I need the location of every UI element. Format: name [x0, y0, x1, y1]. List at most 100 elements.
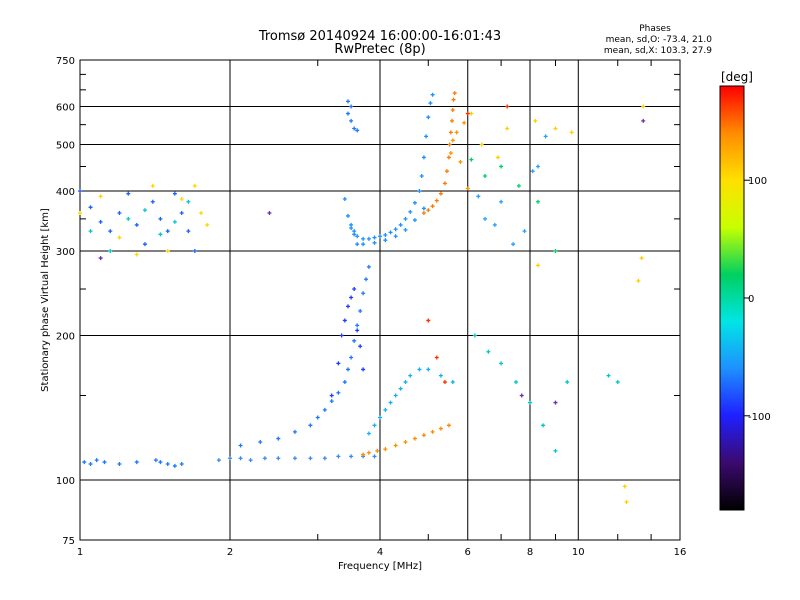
data-point	[450, 380, 455, 385]
phase-box-title: Phases	[639, 24, 671, 34]
data-point	[364, 277, 369, 282]
x-tick-label: 6	[465, 547, 471, 558]
data-point	[134, 252, 139, 257]
data-points	[78, 91, 646, 504]
data-point	[450, 118, 455, 123]
data-point	[519, 393, 524, 398]
data-point	[361, 367, 366, 372]
data-point	[452, 91, 457, 96]
data-point	[352, 232, 357, 237]
data-point	[383, 238, 388, 243]
data-point	[142, 208, 147, 213]
data-point	[349, 454, 354, 459]
x-axis-label: Frequency [MHz]	[338, 561, 422, 572]
data-point	[322, 407, 327, 412]
data-point	[541, 423, 546, 428]
data-point	[553, 400, 558, 405]
plot-area: 1 2 4 6 8 10 16 75 100 200 300 400 500 600 750	[56, 56, 686, 558]
data-point	[342, 318, 347, 323]
colorbar-label: [deg]	[721, 70, 753, 84]
data-point	[372, 240, 377, 245]
data-point	[393, 393, 398, 398]
data-point	[438, 373, 443, 378]
colorbar-tick-label: -100	[748, 412, 771, 423]
data-point	[165, 461, 170, 466]
data-point	[421, 155, 426, 160]
data-point	[361, 291, 366, 296]
data-point	[349, 355, 354, 360]
minor-ticks	[80, 60, 680, 540]
data-point	[366, 236, 371, 241]
data-point	[639, 256, 644, 261]
data-point	[569, 130, 574, 135]
data-point	[142, 242, 147, 247]
data-point	[153, 458, 158, 463]
data-point	[419, 173, 424, 178]
data-point	[375, 448, 380, 453]
y-tick-label: 600	[56, 103, 75, 114]
data-point	[499, 164, 504, 169]
data-point	[430, 204, 435, 209]
colorbar-ticks: 100 0 -100	[744, 176, 771, 423]
data-point	[78, 189, 82, 194]
y-tick-label: 300	[56, 247, 75, 258]
data-point	[186, 199, 191, 204]
data-point	[192, 249, 197, 254]
data-point	[179, 197, 184, 202]
data-point	[186, 229, 191, 234]
data-point	[172, 219, 177, 224]
data-point	[606, 373, 611, 378]
data-point	[479, 142, 484, 147]
data-point	[393, 443, 398, 448]
data-point	[505, 126, 510, 131]
data-point	[352, 287, 357, 292]
data-point	[192, 183, 197, 188]
y-tick-label: 500	[56, 141, 75, 152]
data-point	[465, 111, 470, 116]
data-point	[426, 318, 431, 323]
data-point	[199, 211, 204, 216]
data-point	[117, 461, 122, 466]
colorbar: [deg] 100 0 -100	[719, 70, 771, 511]
data-point	[150, 183, 155, 188]
data-point	[615, 380, 620, 385]
data-point	[158, 232, 163, 237]
data-point	[336, 390, 341, 395]
data-point	[345, 213, 350, 218]
data-point	[438, 191, 443, 196]
data-point	[426, 367, 431, 372]
x-tick-labels: 1 2 4 6 8 10 16	[77, 547, 687, 558]
y-tick-label: 400	[56, 187, 75, 198]
data-point	[383, 232, 388, 237]
data-point	[424, 134, 429, 139]
x-tick-label: 2	[227, 547, 233, 558]
phase-box-line-x: mean, sd,X: 103.3, 27.9	[604, 46, 712, 56]
data-point	[388, 230, 393, 235]
data-point	[450, 138, 455, 143]
data-point	[438, 426, 443, 431]
x-tick-label: 16	[674, 547, 687, 558]
data-point	[172, 191, 177, 196]
data-point	[522, 229, 527, 234]
data-point	[342, 197, 347, 202]
data-point	[150, 199, 155, 204]
y-tick-label: 750	[56, 56, 75, 67]
data-point	[398, 222, 403, 227]
data-point	[98, 194, 103, 199]
data-point	[430, 429, 435, 434]
data-point	[553, 126, 558, 131]
y-tick-labels: 75 100 200 300 400 500 600 750	[56, 56, 75, 547]
data-point	[383, 447, 388, 452]
data-point	[329, 399, 334, 404]
data-point	[94, 458, 99, 463]
data-point	[543, 134, 548, 139]
data-point	[417, 189, 422, 194]
data-point	[412, 436, 417, 441]
data-point	[426, 208, 431, 213]
data-point	[514, 380, 519, 385]
data-point	[361, 236, 366, 241]
data-point	[483, 173, 488, 178]
data-point	[172, 463, 177, 468]
data-point	[378, 415, 382, 420]
